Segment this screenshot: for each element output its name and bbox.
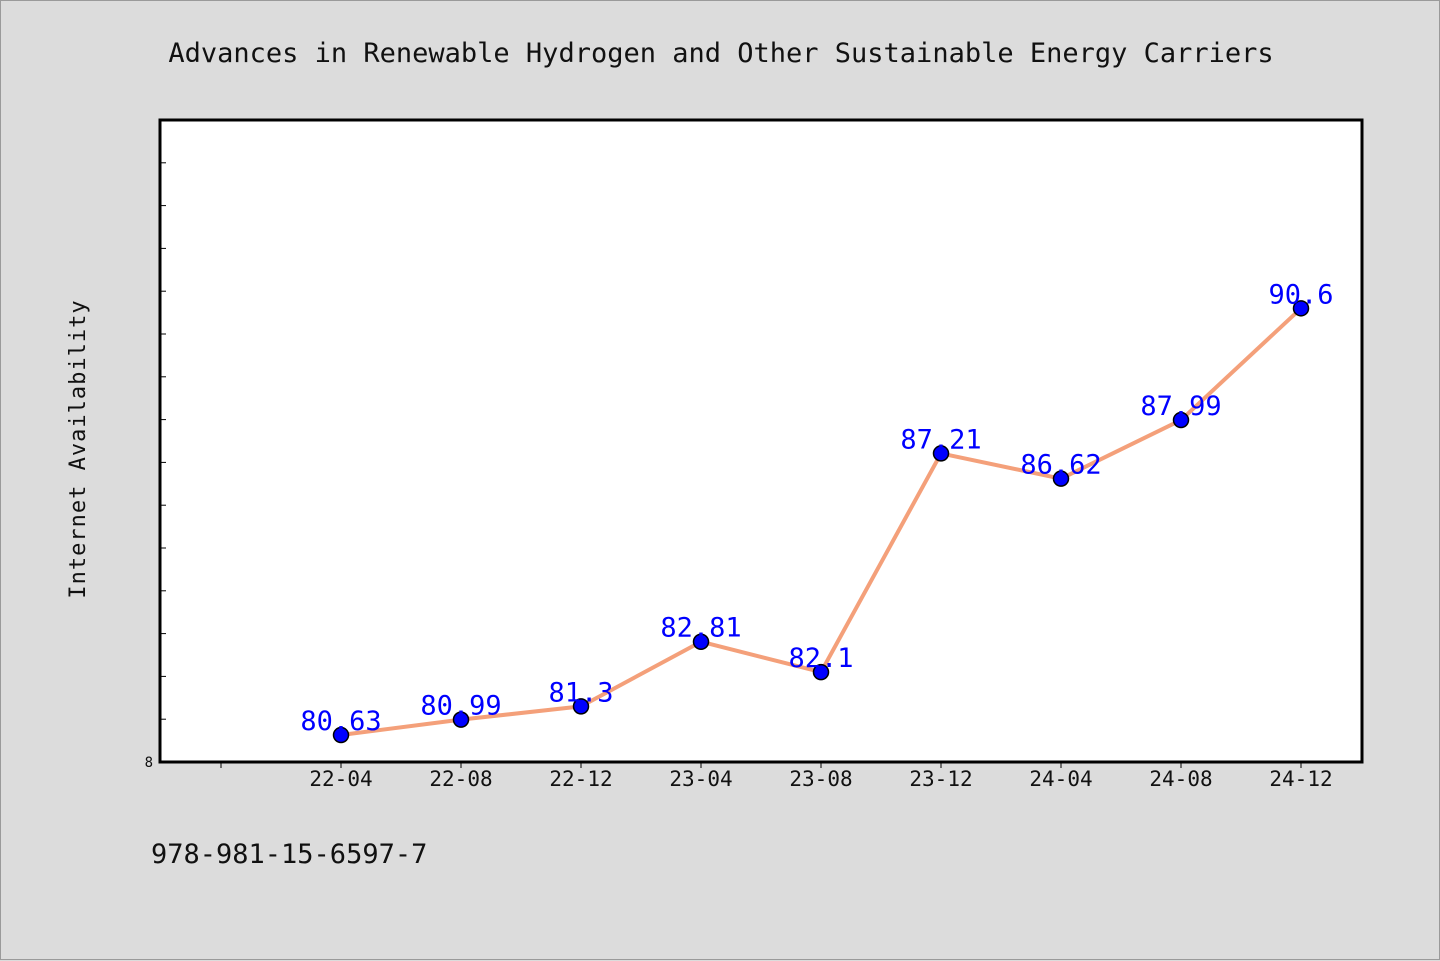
x-tick-label: 22-12 bbox=[549, 767, 612, 791]
data-point bbox=[572, 698, 590, 715]
data-label: 81.3 bbox=[548, 677, 613, 708]
x-tick-label: 24-08 bbox=[1149, 767, 1212, 791]
data-point bbox=[452, 711, 470, 728]
y-axis-ticks: 8 bbox=[145, 162, 166, 771]
data-labels: 80.63 80.99 81.3 82.81 82.1 87.21 86.62 87.99 90… bbox=[300, 279, 1333, 737]
y-tick-label: 8 bbox=[145, 755, 153, 771]
x-tick-label: 23-12 bbox=[909, 767, 972, 791]
data-point bbox=[1172, 411, 1190, 429]
plot-area bbox=[158, 118, 1364, 764]
x-tick-label: 22-08 bbox=[429, 767, 492, 791]
x-tick-label: 23-04 bbox=[669, 767, 732, 791]
x-tick-label: 22-04 bbox=[309, 767, 372, 791]
data-point bbox=[812, 663, 830, 681]
data-label: 80.99 bbox=[420, 691, 501, 722]
data-label: 90.6 bbox=[1268, 279, 1333, 310]
data-label: 87.99 bbox=[1140, 391, 1221, 422]
data-point bbox=[1292, 300, 1310, 317]
data-point bbox=[1052, 470, 1070, 487]
y-axis-label: Internet Availability bbox=[66, 299, 91, 598]
data-label: 86.62 bbox=[1020, 450, 1101, 481]
data-label: 82.81 bbox=[660, 613, 741, 644]
data-label: 80.63 bbox=[300, 706, 381, 737]
x-tick-label: 24-04 bbox=[1029, 767, 1092, 791]
data-point bbox=[692, 633, 710, 650]
data-label: 82.1 bbox=[788, 643, 853, 674]
x-tick-label: 23-08 bbox=[789, 767, 852, 791]
x-axis-ticks: 22-04 22-08 22-12 23-04 23-08 23-12 24-04 24-08… bbox=[220, 762, 1333, 791]
series-line-group bbox=[332, 300, 1310, 744]
data-point bbox=[332, 726, 350, 744]
chart-title: Advances in Renewable Hydrogen and Other… bbox=[168, 38, 1273, 69]
data-point bbox=[932, 445, 950, 462]
footnote-isbn: 978-981-15-6597-7 bbox=[151, 839, 427, 870]
data-label: 87.21 bbox=[900, 424, 981, 455]
x-tick-label: 24-12 bbox=[1269, 767, 1332, 791]
